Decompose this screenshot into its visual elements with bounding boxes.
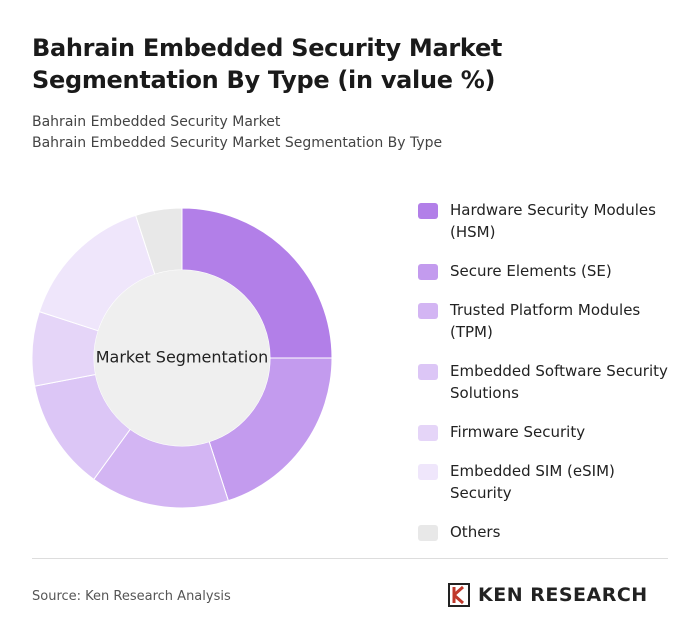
subtitle: Bahrain Embedded Security Market (32, 114, 281, 130)
legend-item: Others (418, 521, 678, 543)
legend-swatch (418, 425, 438, 441)
legend-item: Secure Elements (SE) (418, 260, 678, 282)
legend-swatch (418, 203, 438, 219)
divider (32, 558, 668, 559)
brand: KEN RESEARCH (478, 584, 648, 606)
subtitle: Bahrain Embedded Security Market Segment… (32, 135, 443, 151)
legend-swatch (418, 525, 438, 541)
legend-swatch (418, 264, 438, 280)
legend-label: Embedded SIM (eSIM) Security (450, 462, 615, 502)
legend-label: Trusted Platform Modules (TPM) (450, 301, 641, 341)
legend-swatch (418, 303, 438, 319)
donut-center (94, 270, 270, 446)
legend-label: Firmware Security (450, 423, 586, 441)
center-label: Market Segmentation (96, 348, 269, 367)
legend-label: Embedded Software Security Solutions (450, 362, 668, 402)
legend-item: Hardware Security Modules (HSM) (418, 199, 678, 243)
legend-label: Hardware Security Modules (HSM) (450, 201, 656, 241)
legend-label: Others (450, 523, 501, 541)
legend-swatch (418, 364, 438, 380)
legend-label: Secure Elements (SE) (450, 262, 612, 280)
legend-item: Firmware Security (418, 421, 678, 443)
legend-item: Embedded SIM (eSIM) Security (418, 460, 678, 504)
donut-chart: Market Segmentation (31, 207, 333, 509)
legend: Hardware Security Modules (HSM) Secure El… (418, 199, 678, 543)
legend-item: Trusted Platform Modules (TPM) (418, 299, 678, 343)
title: Bahrain Embedded Security Market Segment… (32, 34, 503, 94)
legend-item: Embedded Software Security Solutions (418, 360, 678, 404)
legend-swatch (418, 464, 438, 480)
brand-logo (448, 583, 470, 607)
source: Source: Ken Research Analysis (32, 589, 231, 604)
